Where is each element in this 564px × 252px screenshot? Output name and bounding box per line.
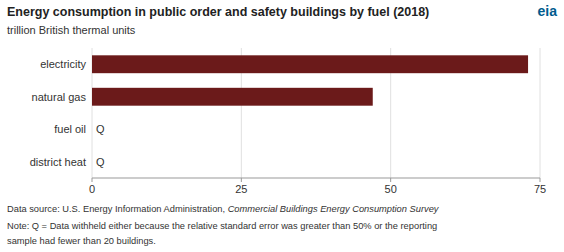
- tick-label: 50: [385, 183, 397, 195]
- x-axis: [92, 178, 540, 179]
- chart: Energy consumption in public order and s…: [0, 0, 564, 252]
- value-label: Q: [96, 156, 105, 168]
- footnote: Data source: U.S. Energy Information Adm…: [7, 204, 440, 214]
- footnote: sample had fewer than 20 buildings.: [7, 236, 156, 246]
- grid: [92, 48, 540, 178]
- category-label: district heat: [30, 156, 86, 168]
- bar: [92, 153, 93, 171]
- tick-mark: [92, 178, 93, 182]
- footnote-source: Data source: U.S. Energy Information Adm…: [7, 204, 228, 214]
- logo: eia: [538, 3, 558, 19]
- tick-label: 0: [89, 183, 95, 195]
- grid-line: [540, 48, 541, 178]
- bar: [92, 88, 373, 106]
- footnote: Note: Q = Data withheld either because t…: [7, 221, 437, 231]
- bar: [92, 120, 93, 138]
- footnote-survey: Commercial Buildings Energy Consumption …: [228, 204, 440, 214]
- tick-mark: [390, 178, 391, 182]
- category-label: electricity: [40, 58, 86, 70]
- tick-mark: [241, 178, 242, 182]
- tick-label: 75: [534, 183, 546, 195]
- tick-mark: [540, 178, 541, 182]
- value-label: Q: [96, 123, 105, 135]
- subtitle: trillion British thermal units: [7, 24, 136, 36]
- category-label: natural gas: [32, 91, 87, 103]
- bar: [92, 55, 528, 73]
- title: Energy consumption in public order and s…: [7, 5, 429, 19]
- category-label: fuel oil: [54, 123, 86, 135]
- tick-label: 25: [235, 183, 247, 195]
- bars: [92, 55, 528, 105]
